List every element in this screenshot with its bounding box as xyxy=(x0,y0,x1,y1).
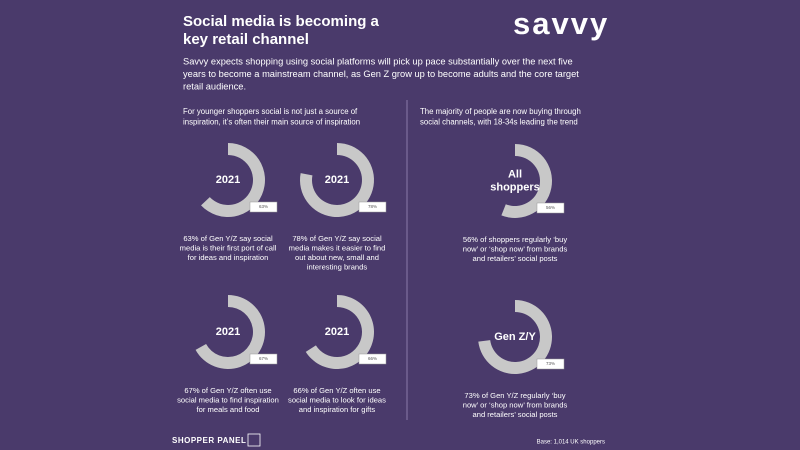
donut-segment xyxy=(501,144,552,218)
center-label: 2021 xyxy=(325,174,349,186)
donut-segment xyxy=(478,300,552,374)
section-heading: social channels, with 18-34s leading the… xyxy=(420,118,578,127)
footer-brand: SHOPPER PANEL xyxy=(172,436,246,445)
caption: 56% of shoppers regularly ‘buy xyxy=(463,235,567,244)
caption: and inspiration for gifts xyxy=(299,405,376,414)
value-label-box xyxy=(249,201,278,213)
value-label: 66% xyxy=(368,356,377,361)
caption: and retailers’ social posts xyxy=(473,254,558,263)
value-label: 56% xyxy=(546,205,555,210)
caption: media is their first port of call xyxy=(180,244,277,253)
center-label: 2021 xyxy=(216,174,240,186)
value-label-box xyxy=(358,201,387,213)
caption: 78% of Gen Y/Z say social xyxy=(292,234,382,243)
caption: 66% of Gen Y/Z often use xyxy=(293,386,380,395)
caption: 67% of Gen Y/Z often use xyxy=(184,386,271,395)
value-label-box xyxy=(249,353,278,365)
value-label-box xyxy=(358,353,387,365)
donut-segment xyxy=(300,143,374,218)
center-label: 2021 xyxy=(325,326,349,338)
caption: for meals and food xyxy=(197,405,260,414)
value-label-box xyxy=(536,202,565,214)
intro-text: years to become a mainstream channel, as… xyxy=(183,69,579,79)
caption: now’ or ‘shop now’ from brands xyxy=(463,245,568,254)
donut-segment xyxy=(195,295,265,369)
section-heading: For younger shoppers social is not just … xyxy=(183,107,358,116)
caption: media makes it easier to find xyxy=(289,244,386,253)
section-heading: The majority of people are now buying th… xyxy=(420,107,581,116)
caption: for ideas and inspiration xyxy=(188,253,269,262)
title: Social media is becoming a xyxy=(183,13,380,30)
section-heading: inspiration, it’s often their main sourc… xyxy=(183,118,360,127)
center-label: shoppers xyxy=(490,181,540,193)
center-label: Gen Z/Y xyxy=(494,331,536,343)
intro-text: Savvy expects shopping using social plat… xyxy=(183,56,573,66)
donut-segment xyxy=(201,143,265,217)
intro-text: retail audience. xyxy=(183,81,246,91)
value-label: 67% xyxy=(259,356,268,361)
value-label: 63% xyxy=(259,204,268,209)
caption: social media to look for ideas xyxy=(288,396,386,405)
donut-segment xyxy=(305,295,374,369)
value-label: 73% xyxy=(546,361,555,366)
caption: now’ or ‘shop now’ from brands xyxy=(463,401,568,410)
value-label-box xyxy=(536,358,565,370)
center-label: All xyxy=(508,168,522,180)
caption: social media to find inspiration xyxy=(177,396,279,405)
footer-base: Base: 1,014 UK shoppers xyxy=(537,440,605,446)
center-label: 2021 xyxy=(216,326,240,338)
caption: 73% of Gen Y/Z regularly ‘buy xyxy=(464,391,565,400)
caption: 63% of Gen Y/Z say social xyxy=(183,234,273,243)
logo: savvy xyxy=(513,6,609,41)
brand-badge xyxy=(247,433,261,447)
value-label: 78% xyxy=(368,204,377,209)
caption: interesting brands xyxy=(307,263,368,272)
title: key retail channel xyxy=(183,31,309,48)
caption: out about new, small and xyxy=(295,253,379,262)
caption: and retailers’ social posts xyxy=(473,410,558,419)
